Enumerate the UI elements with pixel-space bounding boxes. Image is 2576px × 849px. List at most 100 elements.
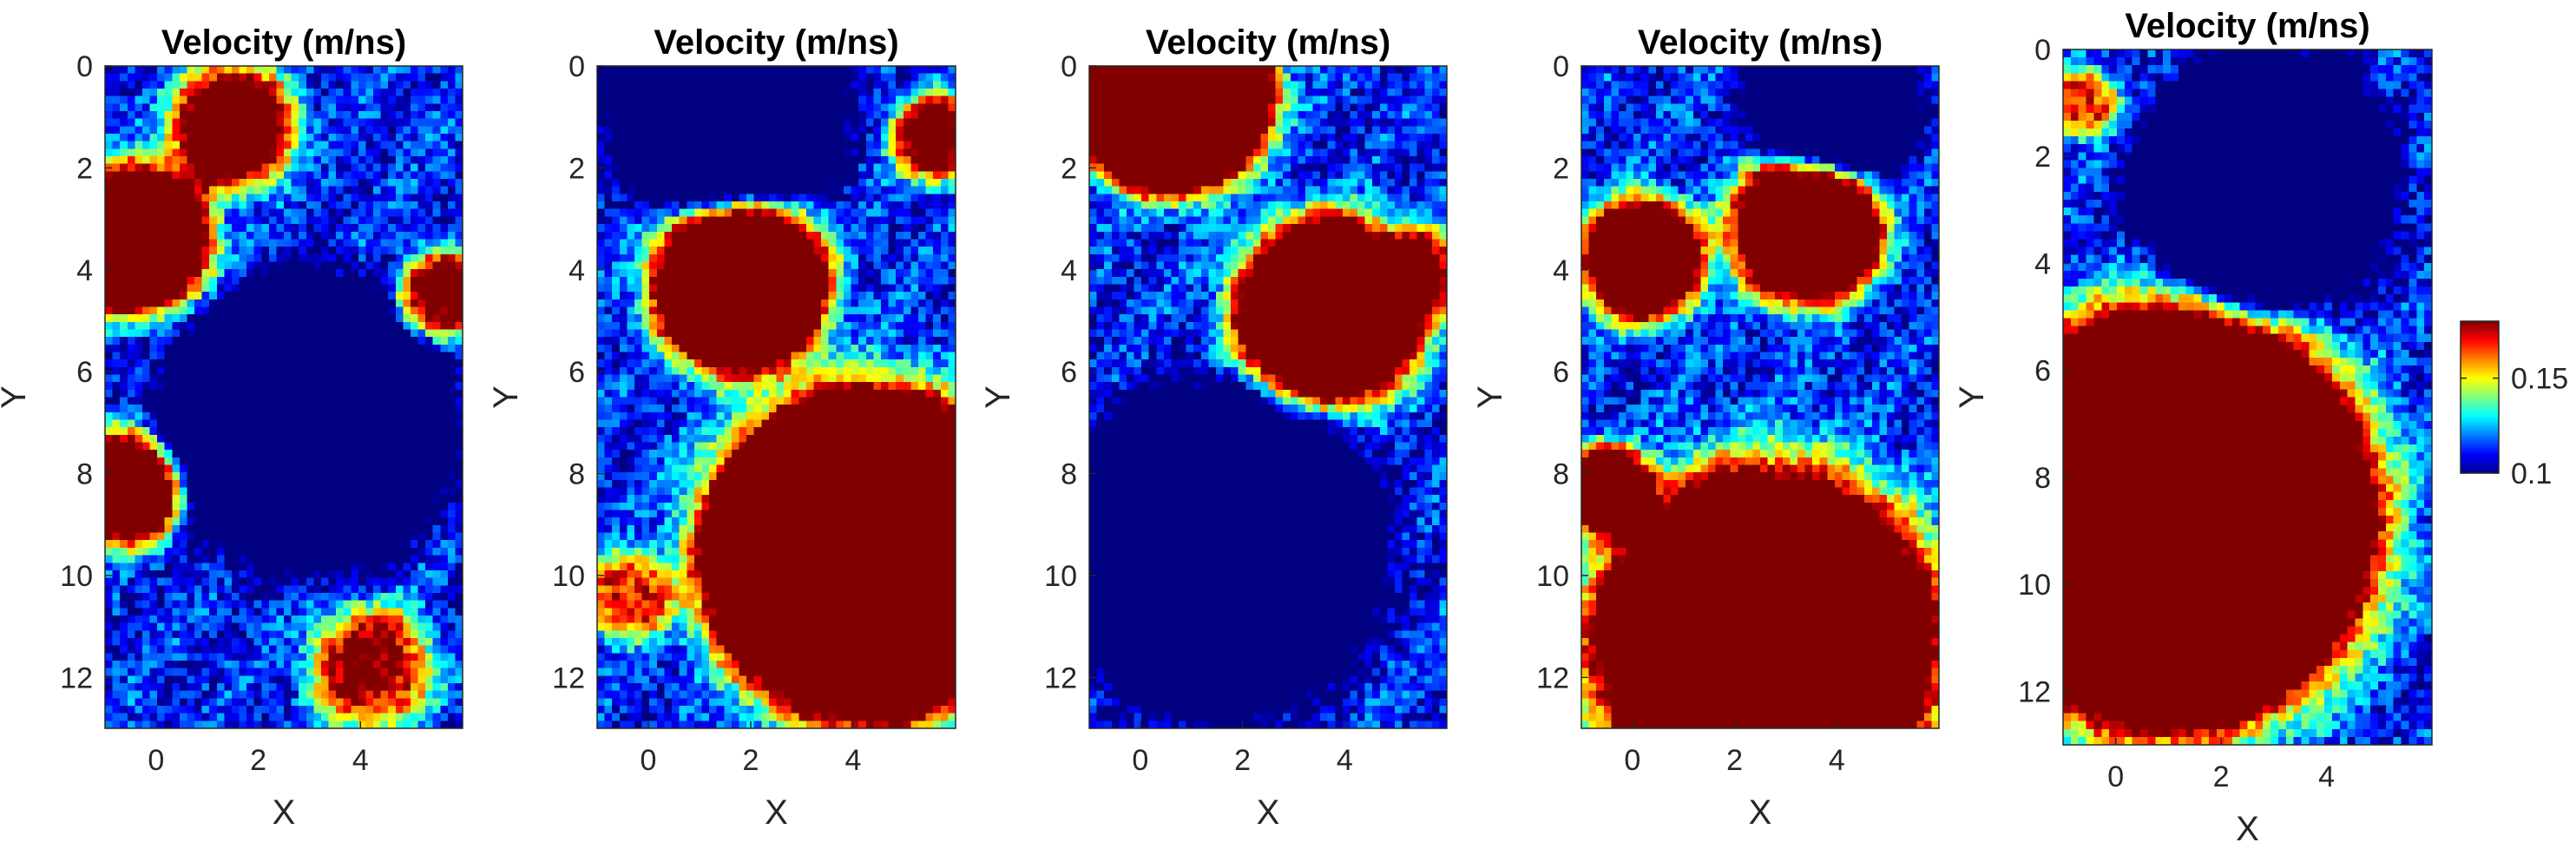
heatmap-cell — [209, 156, 217, 164]
heatmap-cell — [194, 239, 202, 247]
heatmap-cell — [276, 661, 284, 668]
heatmap-cell — [344, 232, 352, 240]
heatmap-cell — [403, 329, 411, 337]
heatmap-cell — [732, 119, 739, 127]
heatmap-cell — [411, 119, 418, 127]
heatmap-cell — [455, 284, 463, 292]
heatmap-cell — [284, 277, 292, 285]
heatmap-cell — [135, 156, 142, 164]
heatmap-cell — [433, 398, 441, 405]
heatmap-cell — [142, 66, 150, 74]
heatmap-cell — [344, 142, 352, 149]
heatmap-cell — [299, 179, 306, 187]
heatmap-cell — [202, 714, 210, 721]
heatmap-cell — [172, 465, 180, 473]
heatmap-cell — [321, 148, 329, 156]
heatmap-cell — [717, 111, 725, 119]
heatmap-cell — [240, 66, 247, 74]
heatmap-cell — [612, 179, 620, 187]
heatmap-cell — [276, 533, 284, 541]
heatmap-cell — [313, 570, 321, 578]
heatmap-cell — [381, 721, 389, 728]
heatmap-cell — [889, 171, 897, 179]
heatmap-cell — [254, 495, 262, 503]
heatmap-cell — [105, 585, 113, 593]
heatmap-cell — [388, 398, 396, 405]
heatmap-cell — [396, 630, 404, 638]
heatmap-cell — [680, 134, 687, 142]
heatmap-cell — [276, 698, 284, 706]
y-tick-label: 8 — [76, 458, 93, 491]
heatmap-cell — [224, 374, 232, 382]
heatmap-cell — [448, 201, 456, 209]
heatmap-cell — [217, 427, 225, 435]
heatmap-cell — [209, 277, 217, 285]
heatmap-cell — [224, 390, 232, 398]
heatmap-cell — [120, 698, 128, 706]
heatmap-cell — [448, 427, 456, 435]
heatmap-cell — [269, 367, 277, 375]
heatmap-cell — [941, 111, 949, 119]
heatmap-cell — [209, 390, 217, 398]
heatmap-cell — [351, 345, 358, 352]
heatmap-cell — [269, 721, 277, 728]
heatmap-cell — [365, 706, 373, 714]
heatmap-cell — [321, 179, 329, 187]
heatmap-cell — [746, 74, 754, 82]
heatmap-cell — [172, 638, 180, 646]
heatmap-cell — [292, 337, 299, 345]
heatmap-cell — [254, 450, 262, 457]
heatmap-cell — [128, 480, 135, 488]
heatmap-cell — [299, 398, 306, 405]
heatmap-cell — [873, 156, 881, 164]
heatmap-cell — [329, 608, 337, 615]
heatmap-cell — [455, 646, 463, 654]
heatmap-cell — [240, 578, 247, 586]
heatmap-cell — [373, 119, 381, 127]
heatmap-cell — [448, 261, 456, 269]
heatmap-cell — [292, 254, 299, 262]
heatmap-cell — [306, 503, 314, 510]
heatmap-cell — [709, 96, 717, 104]
heatmap-cell — [187, 337, 194, 345]
heatmap-cell — [261, 465, 269, 473]
heatmap-cell — [411, 148, 418, 156]
heatmap-cell — [448, 601, 456, 609]
heatmap-cell — [224, 164, 232, 172]
heatmap-cell — [329, 683, 337, 691]
heatmap-cell — [209, 638, 217, 646]
heatmap-cell — [926, 171, 934, 179]
heatmap-cell — [344, 209, 352, 217]
heatmap-cell — [418, 142, 426, 149]
heatmap-cell — [128, 638, 135, 646]
heatmap-cell — [254, 126, 262, 134]
heatmap-cell — [373, 548, 381, 556]
heatmap-cell — [373, 608, 381, 615]
heatmap-cell — [605, 179, 613, 187]
heatmap-cell — [105, 156, 113, 164]
heatmap-cell — [113, 352, 121, 359]
heatmap-cell — [425, 615, 433, 623]
heatmap-cell — [172, 495, 180, 503]
heatmap-cell — [202, 691, 210, 699]
heatmap-cell — [418, 292, 426, 299]
heatmap-cell — [165, 292, 173, 299]
heatmap-cell — [128, 675, 135, 683]
heatmap-cell — [217, 382, 225, 390]
heatmap-cell — [150, 427, 158, 435]
heatmap-cell — [344, 706, 352, 714]
heatmap-cell — [194, 503, 202, 510]
heatmap-cell — [358, 405, 366, 412]
heatmap-cell — [336, 126, 344, 134]
heatmap-cell — [365, 337, 373, 345]
heatmap-cell — [739, 74, 746, 82]
heatmap-cell — [128, 103, 135, 111]
heatmap-cell — [180, 171, 187, 179]
heatmap-cell — [597, 96, 605, 104]
heatmap-cell — [240, 472, 247, 480]
heatmap-cell — [299, 691, 306, 699]
heatmap-cell — [202, 593, 210, 601]
heatmap-cell — [403, 277, 411, 285]
heatmap-cell — [120, 585, 128, 593]
heatmap-cell — [276, 472, 284, 480]
